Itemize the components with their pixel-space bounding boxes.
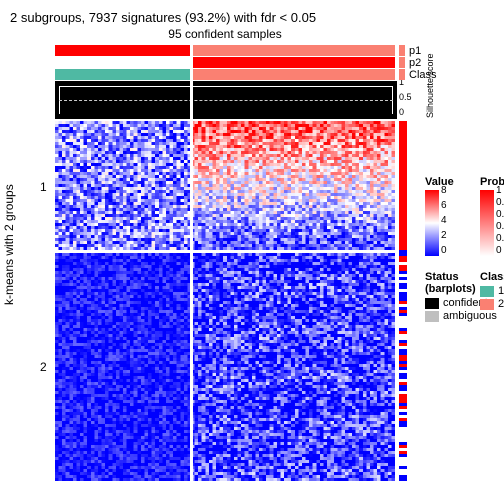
silhouette-axis-label: Silhouette score — [425, 53, 435, 118]
row-group-label-1: 1 — [40, 180, 47, 194]
heatmap — [55, 121, 395, 481]
annotation-rows — [55, 45, 395, 80]
legend-class: Class12 — [480, 271, 504, 311]
legend-prob: Prob10.80.60.40.20 — [480, 176, 504, 256]
row-group-label-2: 2 — [40, 360, 47, 374]
silhouette-block — [55, 81, 397, 119]
page-subtitle: 95 confident samples — [55, 27, 395, 41]
main-plot-area: k-means with 2 groups 1 2 p1p2Class 10.5… — [10, 45, 494, 481]
y-axis-label: k-means with 2 groups — [2, 184, 16, 305]
legend-value: Value86420 — [425, 176, 454, 256]
side-class-strip — [399, 121, 407, 481]
page-title: 2 subgroups, 7937 signatures (93.2%) wit… — [10, 10, 494, 25]
